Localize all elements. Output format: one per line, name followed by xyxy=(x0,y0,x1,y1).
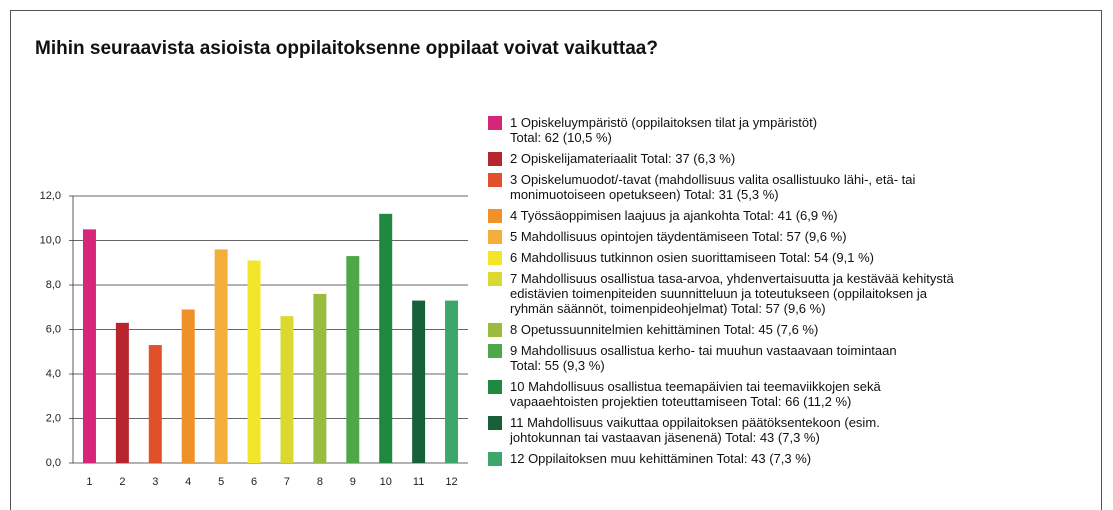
legend-entry: 12 Oppilaitoksen muu kehittäminen Total:… xyxy=(488,451,1088,466)
legend-label: 7 Mahdollisuus osallistua tasa-arvoa, yh… xyxy=(510,271,954,316)
x-tick-label: 6 xyxy=(251,476,257,488)
x-tick-label: 1 xyxy=(86,476,92,488)
y-tick-label: 10,0 xyxy=(40,234,61,246)
legend-label: 11 Mahdollisuus vaikuttaa oppilaitoksen … xyxy=(510,415,880,445)
legend-swatch xyxy=(488,251,502,265)
x-tick-label: 10 xyxy=(380,476,392,488)
legend-label: 1 Opiskeluympäristö (oppilaitoksen tilat… xyxy=(510,115,818,145)
bar xyxy=(247,260,261,463)
legend-swatch xyxy=(488,116,502,130)
legend-swatch xyxy=(488,452,502,466)
legend-entry: 8 Opetussuunnitelmien kehittäminen Total… xyxy=(488,322,1088,337)
x-tick-label: 7 xyxy=(284,476,290,488)
legend-label: 4 Työssäoppimisen laajuus ja ajankohta T… xyxy=(510,208,838,223)
legend-swatch xyxy=(488,272,502,286)
bar xyxy=(214,249,228,463)
legend-label: 8 Opetussuunnitelmien kehittäminen Total… xyxy=(510,322,819,337)
legend-entry: 3 Opiskelumuodot/-tavat (mahdollisuus va… xyxy=(488,172,1088,202)
legend-entry: 2 Opiskelijamateriaalit Total: 37 (6,3 %… xyxy=(488,151,1088,166)
frame xyxy=(10,10,1102,510)
y-tick-label: 4,0 xyxy=(46,368,61,380)
y-tick-label: 0,0 xyxy=(46,457,61,469)
legend-entry: 7 Mahdollisuus osallistua tasa-arvoa, yh… xyxy=(488,271,1088,316)
legend-entry: 10 Mahdollisuus osallistua teemapäivien … xyxy=(488,379,1088,409)
bar xyxy=(412,300,426,463)
legend-swatch xyxy=(488,152,502,166)
legend-swatch xyxy=(488,323,502,337)
legend-label: 6 Mahdollisuus tutkinnon osien suorittam… xyxy=(510,250,874,265)
legend-swatch xyxy=(488,173,502,187)
bar xyxy=(280,316,294,463)
x-tick-label: 3 xyxy=(152,476,158,488)
bar xyxy=(379,213,393,463)
bar xyxy=(346,256,360,463)
bar xyxy=(148,345,162,463)
chart-title: Mihin seuraavista asioista oppilaitoksen… xyxy=(35,38,658,59)
bar xyxy=(115,322,129,463)
legend-label: 12 Oppilaitoksen muu kehittäminen Total:… xyxy=(510,451,812,466)
legend-swatch xyxy=(488,230,502,244)
bar xyxy=(181,309,195,463)
legend-swatch xyxy=(488,380,502,394)
legend-entry: 4 Työssäoppimisen laajuus ja ajankohta T… xyxy=(488,208,1088,223)
legend-entry: 6 Mahdollisuus tutkinnon osien suorittam… xyxy=(488,250,1088,265)
legend-swatch xyxy=(488,209,502,223)
legend-label: 10 Mahdollisuus osallistua teemapäivien … xyxy=(510,379,881,409)
y-tick-label: 2,0 xyxy=(46,412,61,424)
legend-entry: 11 Mahdollisuus vaikuttaa oppilaitoksen … xyxy=(488,415,1088,445)
y-tick-label: 12,0 xyxy=(40,190,61,202)
y-tick-label: 8,0 xyxy=(46,279,61,291)
legend-label: 2 Opiskelijamateriaalit Total: 37 (6,3 %… xyxy=(510,151,736,166)
bar xyxy=(82,229,96,463)
bar xyxy=(313,293,327,463)
x-tick-label: 9 xyxy=(350,476,356,488)
legend: 1 Opiskeluympäristö (oppilaitoksen tilat… xyxy=(488,115,1088,472)
legend-label: 5 Mahdollisuus opintojen täydentämiseen … xyxy=(510,229,847,244)
legend-swatch xyxy=(488,344,502,358)
x-tick-label: 8 xyxy=(317,476,323,488)
legend-entry: 9 Mahdollisuus osallistua kerho- tai muu… xyxy=(488,343,1088,373)
legend-entry: 5 Mahdollisuus opintojen täydentämiseen … xyxy=(488,229,1088,244)
bar xyxy=(445,300,459,463)
x-tick-label: 4 xyxy=(185,476,191,488)
x-tick-label: 2 xyxy=(119,476,125,488)
legend-swatch xyxy=(488,416,502,430)
legend-label: 9 Mahdollisuus osallistua kerho- tai muu… xyxy=(510,343,897,373)
x-tick-label: 11 xyxy=(413,476,424,488)
legend-label: 3 Opiskelumuodot/-tavat (mahdollisuus va… xyxy=(510,172,916,202)
x-tick-label: 5 xyxy=(218,476,224,488)
x-tick-label: 12 xyxy=(445,476,457,488)
y-tick-label: 6,0 xyxy=(46,323,61,335)
legend-entry: 1 Opiskeluympäristö (oppilaitoksen tilat… xyxy=(488,115,1088,145)
